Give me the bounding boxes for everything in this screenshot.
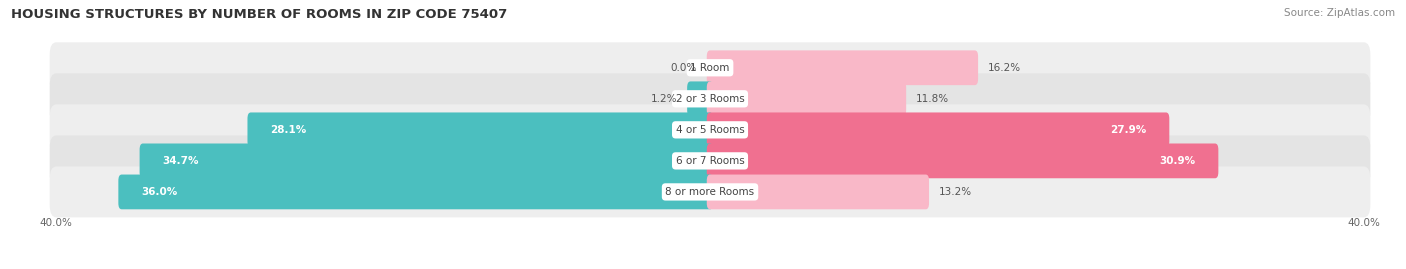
Text: 0.0%: 0.0% (671, 63, 697, 73)
Text: 16.2%: 16.2% (988, 63, 1021, 73)
Text: 1.2%: 1.2% (651, 94, 678, 104)
FancyBboxPatch shape (707, 50, 979, 85)
Text: 30.9%: 30.9% (1160, 156, 1195, 166)
Text: 34.7%: 34.7% (163, 156, 200, 166)
FancyBboxPatch shape (49, 135, 1371, 186)
Text: Source: ZipAtlas.com: Source: ZipAtlas.com (1284, 8, 1395, 18)
Text: 27.9%: 27.9% (1111, 125, 1146, 135)
FancyBboxPatch shape (707, 175, 929, 209)
FancyBboxPatch shape (707, 112, 1170, 147)
FancyBboxPatch shape (707, 143, 1219, 178)
Text: 13.2%: 13.2% (939, 187, 972, 197)
Text: 2 or 3 Rooms: 2 or 3 Rooms (676, 94, 744, 104)
Text: 36.0%: 36.0% (141, 187, 177, 197)
FancyBboxPatch shape (49, 167, 1371, 217)
FancyBboxPatch shape (49, 42, 1371, 93)
Text: 8 or more Rooms: 8 or more Rooms (665, 187, 755, 197)
FancyBboxPatch shape (688, 82, 713, 116)
FancyBboxPatch shape (49, 104, 1371, 155)
Text: 11.8%: 11.8% (915, 94, 949, 104)
Text: HOUSING STRUCTURES BY NUMBER OF ROOMS IN ZIP CODE 75407: HOUSING STRUCTURES BY NUMBER OF ROOMS IN… (11, 8, 508, 21)
Text: 4 or 5 Rooms: 4 or 5 Rooms (676, 125, 744, 135)
FancyBboxPatch shape (707, 82, 907, 116)
FancyBboxPatch shape (118, 175, 713, 209)
FancyBboxPatch shape (49, 73, 1371, 124)
FancyBboxPatch shape (247, 112, 713, 147)
Text: 28.1%: 28.1% (270, 125, 307, 135)
Text: 1 Room: 1 Room (690, 63, 730, 73)
Text: 6 or 7 Rooms: 6 or 7 Rooms (676, 156, 744, 166)
FancyBboxPatch shape (139, 143, 713, 178)
